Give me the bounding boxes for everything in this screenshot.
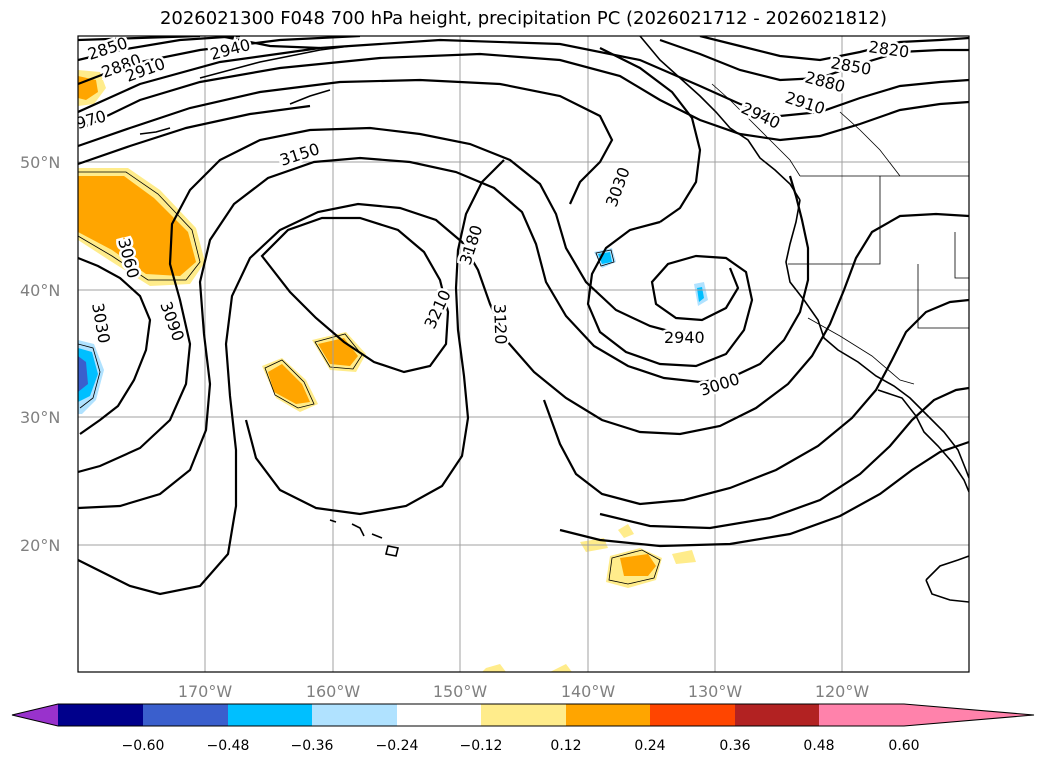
precip-fill-layer: [78, 70, 708, 672]
precip-patch: [78, 356, 88, 392]
contour-label: 2940: [738, 98, 783, 132]
lon-label: 120°W: [815, 682, 870, 701]
lon-label: 150°W: [433, 682, 488, 701]
precip-patch: [482, 664, 506, 672]
contour-label: 3030: [602, 165, 634, 210]
colorbar-tick-label: −0.36: [291, 738, 334, 754]
map-title: 2026021300 F048 700 hPa height, precipit…: [159, 8, 888, 29]
colorbar-extend-min: [12, 704, 58, 726]
lat-label: 40°N: [20, 281, 60, 300]
colorbar-segment: [650, 704, 735, 726]
colorbar: [11, 703, 1035, 727]
contour-label: 3150: [277, 139, 322, 170]
precip-patch: [620, 554, 656, 576]
colorbar-segment: [397, 704, 481, 726]
precip-patch: [697, 287, 704, 302]
lon-label: 130°W: [688, 682, 743, 701]
colorbar-tick-label: 0.12: [550, 738, 581, 754]
colorbar-segment: [735, 704, 819, 726]
colorbar-segment: [228, 704, 312, 726]
colorbar-tick-label: −0.48: [207, 738, 250, 754]
colorbar-ticks: −0.60 −0.48 −0.36 −0.24 −0.12 0.12 0.24 …: [122, 738, 920, 754]
colorbar-segment: [481, 704, 566, 726]
colorbar-tick-label: 0.48: [803, 738, 834, 754]
precip-patch: [78, 176, 196, 276]
lon-label: 140°W: [561, 682, 616, 701]
colorbar-tick-label: −0.60: [122, 738, 165, 754]
latitude-labels: 50°N 40°N 30°N 20°N: [20, 153, 60, 555]
height-contours: [78, 36, 969, 596]
precip-patch: [268, 364, 310, 404]
contour-label: 3210: [420, 287, 454, 332]
contour-label: 3000: [697, 369, 742, 400]
colorbar-segment: [58, 704, 143, 726]
longitude-labels: 170°W 160°W 150°W 140°W 130°W 120°W: [178, 682, 870, 701]
colorbar-tick-label: −0.24: [376, 738, 419, 754]
lat-label: 50°N: [20, 153, 60, 172]
lon-label: 170°W: [178, 682, 233, 701]
contour-label: 2970: [64, 106, 108, 135]
precip-outline-layer: [78, 171, 661, 585]
colorbar-segment: [312, 704, 397, 726]
contour-label: 3030: [88, 301, 114, 344]
coastlines: [139, 36, 969, 603]
precip-patch: [550, 664, 572, 672]
colorbar-tick-label: 0.36: [719, 738, 750, 754]
colorbar-outline: [11, 703, 1035, 727]
contour-label: 2940: [664, 328, 705, 347]
precip-patch: [672, 550, 696, 564]
precip-patch: [618, 524, 634, 538]
colorbar-segment: [143, 704, 228, 726]
contour-label: 3120: [490, 303, 510, 344]
colorbar-tick-label: −0.12: [460, 738, 503, 754]
colorbar-tick-label: 0.60: [888, 738, 919, 754]
map-frame: [77, 35, 970, 673]
lat-label: 30°N: [20, 408, 60, 427]
colorbar-tick-label: 0.24: [634, 738, 665, 754]
lon-label: 160°W: [306, 682, 361, 701]
lat-label: 20°N: [20, 536, 60, 555]
contour-label: 3090: [156, 299, 188, 344]
colorbar-segment: [819, 704, 904, 726]
colorbar-segment: [566, 704, 650, 726]
colorbar-extend-max: [904, 704, 1034, 726]
